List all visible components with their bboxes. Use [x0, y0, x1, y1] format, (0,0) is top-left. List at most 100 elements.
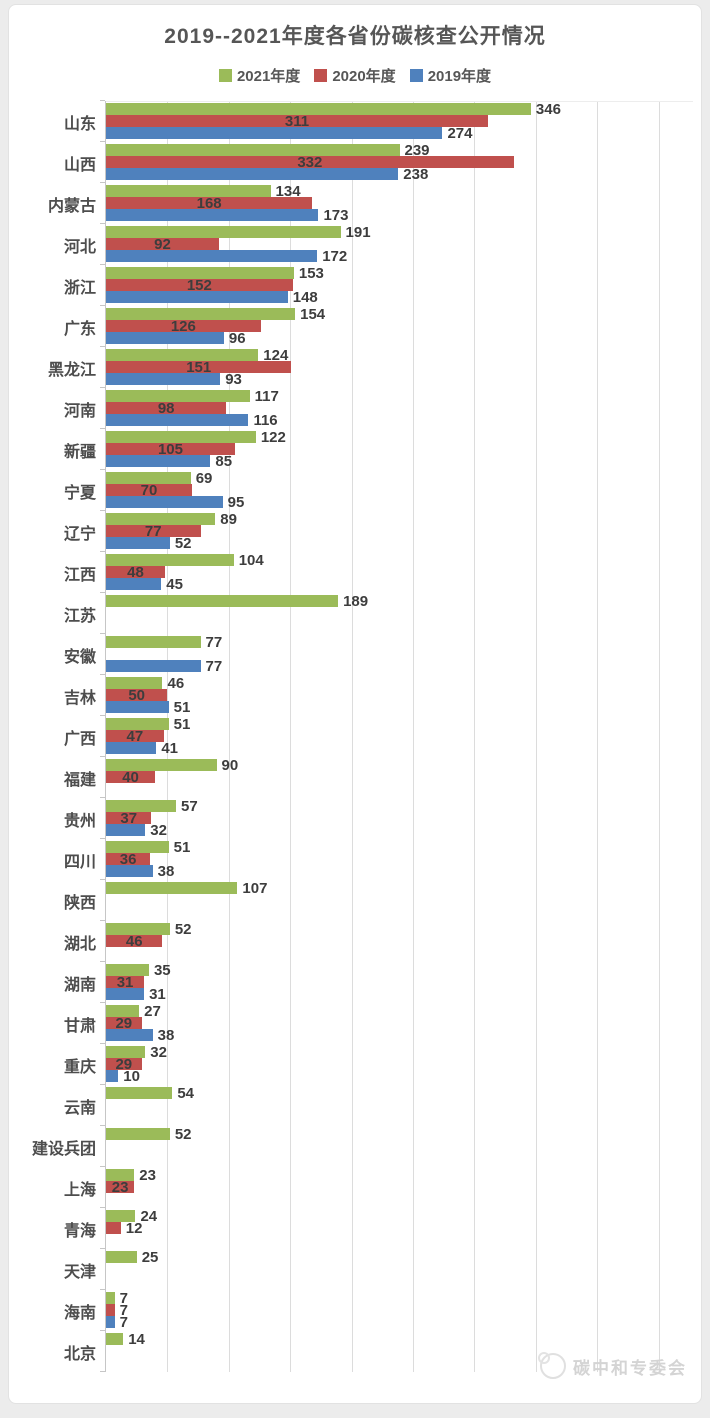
chart-row-江苏: 江苏 189 [9, 592, 701, 634]
bar-2021年度 [106, 1046, 146, 1058]
bar-group: 27 29 38 [100, 1002, 693, 1044]
legend-label: 2019年度 [427, 68, 492, 85]
bar-2020年度 [106, 484, 192, 496]
value-label: 41 [161, 740, 179, 757]
chart-row-浙江: 浙江 153 152 148 [9, 264, 701, 306]
value-label: 40 [122, 769, 139, 786]
bar-2020年度 [106, 197, 313, 209]
value-label: 25 [141, 1249, 159, 1266]
value-label: 69 [195, 470, 213, 487]
category-label: 辽宁 [63, 525, 96, 543]
bar-group: 89 77 52 [100, 510, 693, 552]
category-label: 天津 [63, 1263, 96, 1281]
value-label: 46 [167, 675, 185, 692]
bar-2019年度 [106, 414, 249, 426]
category-label: 湖北 [63, 935, 96, 953]
chart-row-辽宁: 辽宁 89 77 52 [9, 510, 701, 552]
category-label: 宁夏 [63, 484, 96, 502]
value-label: 7 [119, 1314, 128, 1331]
bar-2021年度 [106, 759, 217, 771]
bar-2019年度 [106, 332, 224, 344]
category-label: 云南 [63, 1099, 96, 1117]
bar-group: 122 105 85 [100, 428, 693, 470]
value-label: 98 [157, 400, 175, 417]
gridline [535, 102, 537, 1372]
bar-2021年度 [106, 431, 256, 443]
bar-2021年度 [106, 800, 176, 812]
value-label: 51 [173, 716, 191, 733]
bar-group: 69 70 95 [100, 469, 693, 511]
bar-2021年度 [106, 1292, 115, 1304]
value-label: 52 [174, 921, 192, 938]
category-label: 江苏 [63, 607, 96, 625]
bar-2020年度 [106, 238, 219, 250]
category-label: 吉林 [63, 689, 96, 707]
gridline [658, 102, 660, 1372]
bar-2021年度 [106, 923, 170, 935]
bar-group: 24 12 [100, 1207, 693, 1249]
watermark: 碳中和专委会 [538, 1352, 687, 1379]
value-label: 38 [157, 1027, 175, 1044]
category-label: 福建 [63, 771, 96, 789]
chart-row-山东: 山东 346 311 274 [9, 100, 701, 142]
value-label: 29 [115, 1015, 133, 1032]
bar-group: 107 [100, 879, 693, 921]
bar-2021年度 [106, 1333, 124, 1345]
value-label: 168 [196, 195, 222, 212]
bar-2021年度 [106, 636, 201, 648]
legend: 2021年度 2020年度 2019年度 [9, 65, 701, 86]
bar-group: 46 50 51 [100, 674, 693, 716]
bar-2019年度 [106, 373, 221, 385]
chart-row-甘肃: 甘肃 27 29 38 [9, 1002, 701, 1044]
bar-2021年度 [106, 308, 296, 320]
category-label: 贵州 [63, 812, 96, 830]
chart-row-黑龙江: 黑龙江 124 151 93 [9, 346, 701, 388]
value-label: 107 [242, 880, 268, 897]
value-label: 311 [284, 113, 310, 130]
bar-2020年度 [106, 402, 227, 414]
value-label: 124 [263, 347, 289, 364]
bar-2019年度 [106, 824, 146, 836]
value-label: 173 [323, 207, 349, 224]
bar-group: 191 92 172 [100, 223, 693, 265]
chart-row-福建: 福建 90 40 [9, 756, 701, 798]
chart-row-上海: 上海 23 23 [9, 1166, 701, 1208]
chart-row-广西: 广西 51 47 41 [9, 715, 701, 757]
watermark-logo-icon [538, 1352, 566, 1379]
bar-2021年度 [106, 718, 169, 730]
bar-2020年度 [106, 853, 151, 865]
chart-row-山西: 山西 239 332 238 [9, 141, 701, 183]
category-label: 江西 [63, 566, 96, 584]
value-label: 172 [322, 248, 348, 265]
bar-2021年度 [106, 1210, 136, 1222]
bar-2021年度 [106, 964, 149, 976]
value-label: 27 [144, 1003, 161, 1020]
bar-2020年度 [106, 1181, 135, 1193]
bar-2021年度 [106, 1128, 170, 1140]
value-label: 77 [144, 523, 162, 540]
chart-row-河北: 河北 191 92 172 [9, 223, 701, 265]
category-label: 安徽 [63, 648, 96, 666]
value-label: 36 [119, 851, 137, 868]
bar-2019年度 [106, 496, 223, 508]
chart-row-四川: 四川 51 36 38 [9, 838, 701, 880]
value-label: 77 [205, 634, 223, 651]
legend-swatch-icon [409, 69, 423, 82]
bar-2021年度 [106, 595, 339, 607]
legend-item-2021年度: 2021年度 [218, 65, 300, 86]
value-label: 51 [173, 699, 191, 716]
value-label: 346 [535, 101, 561, 118]
category-label: 海南 [63, 1304, 96, 1322]
bar-2021年度 [106, 1087, 173, 1099]
value-label: 54 [177, 1085, 194, 1102]
bar-2021年度 [106, 349, 259, 361]
value-label: 104 [238, 552, 264, 569]
bar-2019年度 [106, 168, 399, 180]
bar-2019年度 [106, 865, 153, 877]
value-label: 23 [111, 1179, 129, 1196]
bar-2019年度 [106, 660, 201, 672]
bar-2020年度 [106, 361, 292, 373]
value-label: 32 [150, 1044, 167, 1061]
chart-row-江西: 江西 104 48 45 [9, 551, 701, 593]
